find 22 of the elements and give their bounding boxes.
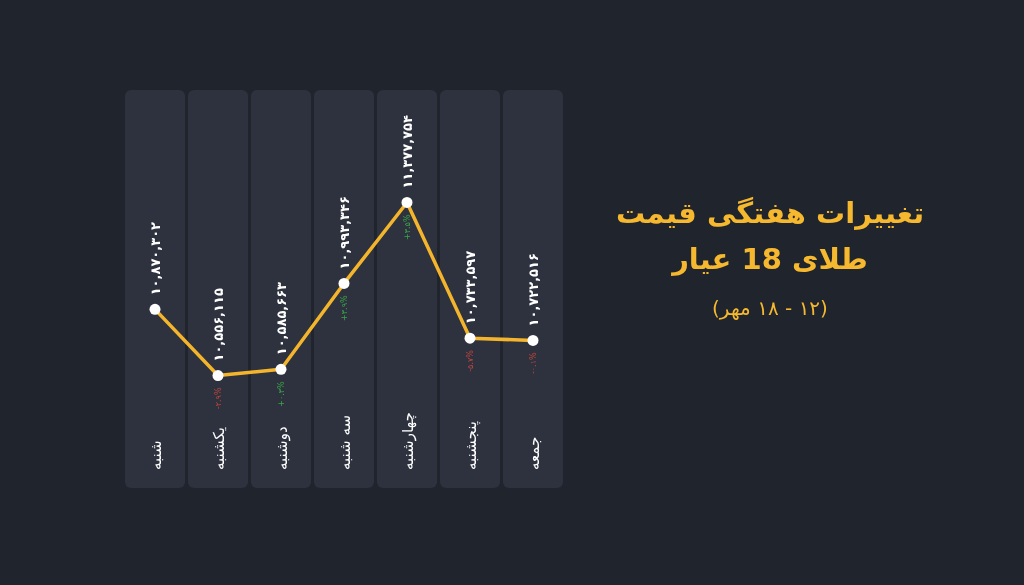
annotation: +۰.۳% <box>277 380 286 407</box>
x-tick-label: یکشنبه <box>210 427 228 470</box>
data-label: ۱۰,۵۸۵,۶۶۳ <box>274 281 289 356</box>
text: (۱۲ - ۱۸ مهر) <box>711 296 829 320</box>
data-label: ۱۰,۵۵۶,۱۱۵ <box>211 288 226 362</box>
x-tick-label: سه شنبه <box>336 414 354 470</box>
x-tick-label: جمعه <box>525 436 543 470</box>
x-tick-label: شنبه <box>147 440 165 470</box>
text: تغییرات هفتگی قیمت طلای 18 عیار <box>614 195 926 278</box>
data-label: ۱۰,۷۳۳,۵۹۷ <box>463 250 478 325</box>
annotation: -۵.۷% <box>466 349 475 372</box>
annotation: +۳.۹% <box>340 295 349 321</box>
x-tick-label: پنجشنبه <box>462 421 481 470</box>
x-tick-label: دوشنبه <box>273 426 291 470</box>
data-label: ۱۱,۳۷۷,۷۵۴ <box>400 115 415 189</box>
annotation: -۲.۹% <box>214 387 223 410</box>
data-label: ۱۰,۹۹۳,۳۴۶ <box>337 196 352 270</box>
data-label: ۱۰,۷۲۲,۵۱۶ <box>526 253 541 327</box>
x-tick-label: چهارشنبه <box>399 412 417 470</box>
data-label: ۱۰,۸۷۰,۳۰۲ <box>148 221 163 296</box>
annotation: -۰.۱% <box>529 352 538 375</box>
annotation: +۳.۵% <box>403 214 412 240</box>
